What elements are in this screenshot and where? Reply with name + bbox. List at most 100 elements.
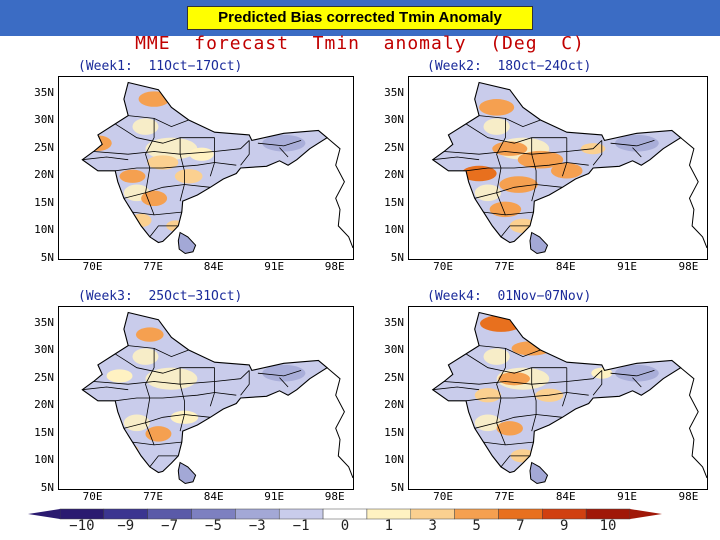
- india-map: [81, 311, 353, 485]
- sri-lanka-landmass: [178, 232, 196, 254]
- state-border: [257, 140, 302, 147]
- state-border: [610, 140, 655, 147]
- colorbar-max-arrow: [630, 509, 662, 519]
- lat-label: 15N: [34, 195, 54, 209]
- state-border: [562, 367, 568, 407]
- state-border: [149, 225, 179, 238]
- anomaly-patch: [479, 99, 515, 116]
- lat-label: 20N: [34, 168, 54, 182]
- map-panel-week1: [58, 76, 354, 260]
- state-border: [82, 386, 129, 391]
- state-border: [240, 140, 250, 166]
- lon-label: 70E: [82, 490, 103, 503]
- sri-lanka-landmass: [530, 232, 548, 254]
- lon-label: 91E: [617, 490, 638, 503]
- state-border: [179, 367, 185, 432]
- state-border: [500, 225, 530, 238]
- lon-label: 77E: [143, 490, 164, 503]
- lon-label: 77E: [494, 490, 515, 503]
- anomaly-patch: [550, 163, 583, 179]
- lon-label: 98E: [678, 260, 699, 273]
- state-border: [500, 455, 530, 468]
- state-border: [145, 348, 155, 446]
- lon-label: 91E: [617, 260, 638, 273]
- anomaly-patch: [517, 150, 564, 169]
- lat-label: 35N: [34, 85, 54, 99]
- lat-label: 5N: [390, 251, 404, 264]
- lat-label: 5N: [40, 481, 54, 494]
- state-border: [149, 455, 179, 468]
- sri-lanka-landmass: [530, 462, 548, 484]
- state-border: [610, 370, 655, 377]
- state-border: [465, 392, 589, 402]
- sri-lanka-outline: [177, 461, 197, 485]
- india-outline: [81, 81, 329, 244]
- sri-lanka-outline: [177, 231, 197, 255]
- colorbar-label: 0: [340, 518, 350, 534]
- lat-label: 10N: [384, 453, 404, 467]
- anomaly-patch: [262, 134, 306, 152]
- lon-label: 70E: [82, 260, 103, 273]
- india-landmass: [82, 312, 328, 473]
- anomaly-patch: [614, 134, 659, 152]
- anomaly-patch: [498, 372, 530, 386]
- state-border: [123, 184, 211, 199]
- lat-label: 20N: [384, 398, 404, 412]
- state-border: [279, 377, 289, 388]
- state-border: [632, 147, 642, 158]
- state-border: [496, 348, 506, 446]
- colorbar-min-arrow: [28, 509, 60, 519]
- map-panel-week2: [408, 76, 708, 260]
- lat-label: 10N: [34, 453, 54, 467]
- lon-label: 91E: [264, 260, 285, 273]
- anomaly-shading: [106, 327, 306, 458]
- state-border: [496, 118, 506, 216]
- anomaly-patch: [483, 118, 510, 135]
- india-map: [81, 81, 353, 255]
- lat-label: 25N: [34, 140, 54, 154]
- state-border: [114, 123, 215, 144]
- panel-title-week2: (Week2: 18Oct−24Oct): [427, 59, 592, 74]
- state-border: [115, 162, 237, 172]
- lat-label: 25N: [384, 140, 404, 154]
- lat-label: 30N: [384, 343, 404, 357]
- lon-label: 84E: [555, 490, 576, 503]
- lat-label: 10N: [34, 223, 54, 237]
- lat-label: 5N: [40, 251, 54, 264]
- anomaly-patch: [147, 155, 179, 170]
- panel-title-week1: (Week1: 11Oct−17Oct): [78, 59, 243, 74]
- lat-label: 30N: [384, 113, 404, 127]
- state-border: [479, 115, 541, 128]
- state-border: [632, 377, 642, 388]
- lon-label: 70E: [433, 490, 453, 503]
- lat-label: 35N: [34, 315, 54, 329]
- anomaly-patch: [141, 190, 168, 207]
- anomaly-patch: [132, 118, 159, 135]
- india-outline: [431, 81, 682, 244]
- colorbar-label: −10: [69, 518, 95, 534]
- state-border: [240, 370, 250, 396]
- lat-label: 15N: [34, 425, 54, 439]
- anomaly-patch: [474, 388, 502, 403]
- lat-label: 15N: [384, 195, 404, 209]
- colorbar-label: −9: [117, 518, 135, 534]
- anomaly-patch: [483, 348, 510, 365]
- lat-label: 30N: [34, 113, 54, 127]
- myanmar-coastline: [680, 367, 707, 479]
- title-bar: Predicted Bias corrected Tmin Anomaly: [0, 0, 720, 36]
- myanmar-coastline: [326, 137, 353, 249]
- lat-label: 10N: [384, 223, 404, 237]
- lon-label: 84E: [203, 260, 224, 273]
- state-border: [279, 147, 289, 158]
- sri-lanka-outline: [529, 461, 549, 485]
- lat-label: 15N: [384, 425, 404, 439]
- india-outline: [81, 311, 329, 474]
- colorbar-label: 9: [560, 518, 569, 534]
- anomaly-patch: [496, 421, 523, 436]
- map-panel-week4: [408, 306, 708, 490]
- state-border: [132, 441, 182, 446]
- lat-label: 5N: [390, 481, 404, 494]
- anomaly-shading: [474, 315, 659, 463]
- india-map: [431, 311, 707, 485]
- colorbar-label: 7: [516, 518, 525, 534]
